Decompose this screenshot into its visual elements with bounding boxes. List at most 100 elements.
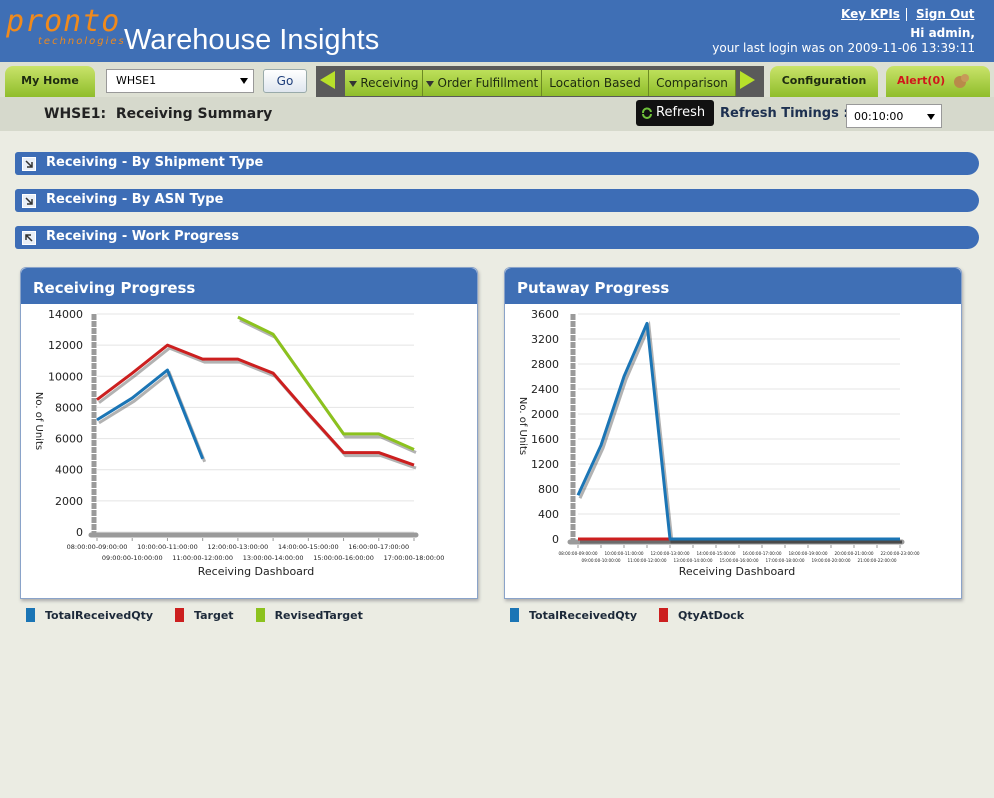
configuration-tab[interactable]: Configuration <box>770 66 878 97</box>
tab-arrow <box>348 81 357 87</box>
x-tick-label: 17:00:00-18:00:00 <box>765 558 804 563</box>
x-tick-label: 21:00:00-22:00:00 <box>857 558 896 563</box>
chart-panel: Receiving Progress 0 2000 4000 6000 8000 1000… <box>20 267 478 599</box>
x-axis-label: Receiving Dashboard <box>198 565 314 578</box>
y-tick-label: 12000 <box>48 339 83 352</box>
tab-label: Order Fulfillment <box>437 76 539 90</box>
series-line <box>96 368 205 460</box>
x-tick-label: 11:00:00-12:00:00 <box>627 558 666 563</box>
legend-item: RevisedTarget <box>255 608 363 622</box>
legend: TotalReceivedQty QtyAtDock <box>510 608 766 622</box>
legend-item: TotalReceivedQty <box>510 608 637 622</box>
refresh-timings-select[interactable]: 00:10:00 <box>846 104 942 128</box>
y-tick-label: 0 <box>76 526 83 539</box>
separator <box>906 8 907 21</box>
warehouse-value: WHSE1 <box>116 74 157 87</box>
series-line <box>237 315 415 451</box>
y-tick-label: 4000 <box>55 464 83 477</box>
chart-panel: Putaway Progress 0 400 800 1200 1600 2000 2400… <box>504 267 962 599</box>
comparison-tab[interactable]: Comparison <box>649 70 736 96</box>
y-tick-label: 2400 <box>531 383 559 396</box>
legend-label: QtyAtDock <box>678 608 745 622</box>
legend-swatch <box>255 608 265 622</box>
app-title: Warehouse Insights <box>124 24 380 56</box>
chart-title: Receiving Progress <box>21 268 477 304</box>
section-bar[interactable]: Receiving - Work Progress <box>15 226 979 249</box>
section-title: Receiving - By ASN Type <box>46 192 224 207</box>
key-kpis-link[interactable]: Key KPIs <box>841 7 900 21</box>
logo: pronto <box>6 4 121 39</box>
legend: TotalReceivedQty Target RevisedTarget <box>26 608 385 622</box>
line-shadow <box>98 346 417 470</box>
greeting: Hi admin, <box>910 26 975 40</box>
y-axis-label: No. of Units <box>33 392 44 450</box>
chart: 0 2000 4000 6000 8000 10000 12000 14000 08:00:00… <box>33 308 444 578</box>
x-tick-label: 15:00:00-16:00:00 <box>313 554 374 562</box>
receiving-tab[interactable]: Receiving <box>345 70 423 96</box>
x-tick-label: 20:00:00-21:00:00 <box>834 551 873 556</box>
y-axis-label: No. of Units <box>517 397 528 455</box>
x-tick-label: 13:00:00-14:00:00 <box>243 554 304 562</box>
legend-label: TotalReceivedQty <box>529 608 638 622</box>
line-shadow <box>239 318 417 454</box>
y-tick-label: 10000 <box>48 370 83 383</box>
series-line <box>96 343 415 467</box>
warehouse-select[interactable]: WHSE1 <box>106 69 254 93</box>
y-tick-label: 1600 <box>531 433 559 446</box>
y-tick-label: 400 <box>538 508 559 521</box>
x-tick-label: 22:00:00-23:00:00 <box>880 551 919 556</box>
alert-tab[interactable]: Alert(0) <box>886 66 990 97</box>
go-button[interactable]: Go <box>263 69 307 93</box>
series-line <box>576 321 900 541</box>
legend-swatch <box>510 608 519 622</box>
y-tick-label: 3600 <box>531 308 559 321</box>
x-tick-label: 12:00:00-13:00:00 <box>650 551 689 556</box>
refresh-timings-value: 00:10:00 <box>854 110 904 123</box>
x-tick-label: 12:00:00-13:00:00 <box>208 543 269 551</box>
y-tick-label: 3200 <box>531 333 559 346</box>
expand-icon <box>22 194 36 208</box>
refresh-button[interactable]: Refresh <box>636 100 714 126</box>
x-tick-label: 19:00:00-20:00:00 <box>811 558 850 563</box>
x-tick-label: 16:00:00-17:00:00 <box>348 543 409 551</box>
refresh-icon <box>642 107 652 119</box>
x-tick-label: 16:00:00-17:00:00 <box>742 551 781 556</box>
dropdown-arrow <box>927 114 935 120</box>
refresh-label: Refresh <box>656 105 706 120</box>
summary-bar <box>0 97 994 131</box>
alert-icon <box>954 74 969 88</box>
legend-label: RevisedTarget <box>274 608 363 622</box>
x-tick-label: 14:00:00-15:00:00 <box>696 551 735 556</box>
x-axis-label: Receiving Dashboard <box>679 565 795 578</box>
y-tick-label: 0 <box>552 533 559 546</box>
section-title: Receiving - By Shipment Type <box>46 155 264 170</box>
my-home-tab[interactable]: My Home <box>5 66 95 97</box>
refresh-timings-label: Refresh Timings : <box>720 106 849 121</box>
y-tick-label: 8000 <box>55 401 83 414</box>
y-tick-label: 2000 <box>531 408 559 421</box>
x-tick-label: 08:00:00-09:00:00 <box>67 543 128 551</box>
section-bar[interactable]: Receiving - By Shipment Type <box>15 152 979 175</box>
scroll-right[interactable] <box>739 71 755 89</box>
legend-swatch <box>175 608 185 622</box>
expand-icon <box>22 157 36 171</box>
x-tick-label: 09:00:00-10:00:00 <box>581 558 620 563</box>
x-tick-label: 10:00:00-11:00:00 <box>137 543 198 551</box>
x-tick-label: 11:00:00-12:00:00 <box>172 554 233 562</box>
x-tick-label: 09:00:00-10:00:00 <box>102 554 163 562</box>
x-tick-label: 08:00:00-09:00:00 <box>558 551 597 556</box>
line-shadow <box>578 320 902 544</box>
summary-title: WHSE1: Receiving Summary <box>44 106 273 122</box>
collapse-icon <box>22 231 36 245</box>
order-fulfillment-tab[interactable]: Order Fulfillment <box>423 70 542 96</box>
legend-item: TotalReceivedQty <box>26 608 153 622</box>
x-tick-label: 15:00:00-16:00:00 <box>719 558 758 563</box>
tab-label: Receiving <box>360 76 419 90</box>
legend-label: TotalReceivedQty <box>45 608 154 622</box>
location-based-tab[interactable]: Location Based <box>542 70 649 96</box>
logo-sub: technologies <box>38 36 126 47</box>
scroll-left[interactable] <box>320 71 336 89</box>
section-bar[interactable]: Receiving - By ASN Type <box>15 189 979 212</box>
x-tick-label: 14:00:00-15:00:00 <box>278 543 339 551</box>
sign-out-link[interactable]: Sign Out <box>916 7 975 21</box>
